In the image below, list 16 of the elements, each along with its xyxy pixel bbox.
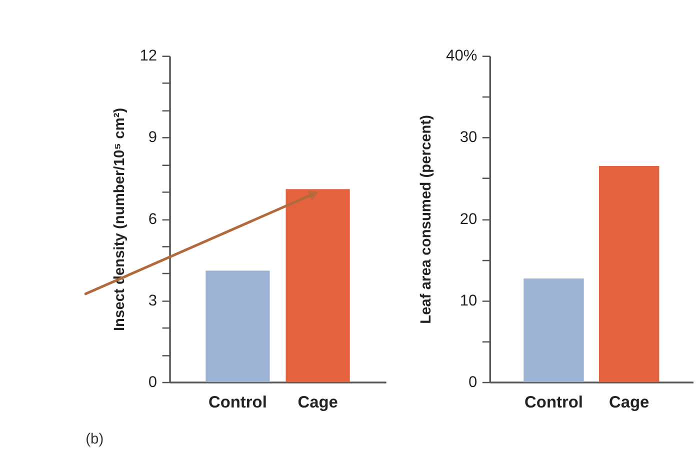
y-tick-label: 30 xyxy=(460,129,478,146)
y-tick-label: 9 xyxy=(148,129,158,146)
y-tick-label: 10 xyxy=(460,292,478,310)
y-tick-label: 40% xyxy=(446,48,478,65)
x-tick-label: Control xyxy=(208,394,267,412)
x-tick-label: Control xyxy=(524,394,583,412)
y-tick-label: 20 xyxy=(460,210,478,228)
x-tick-label: Cage xyxy=(298,394,338,412)
y-tick-label: 3 xyxy=(148,292,158,310)
y-axis-title: Leaf area consumed (percent) xyxy=(418,114,434,324)
y-tick-label: 12 xyxy=(140,48,158,65)
y-tick-label: 0 xyxy=(148,374,158,391)
y-tick-label: 0 xyxy=(468,374,478,391)
x-tick-label: Cage xyxy=(608,394,650,412)
y-tick-label: 6 xyxy=(148,210,158,228)
text: (b) xyxy=(86,432,104,448)
